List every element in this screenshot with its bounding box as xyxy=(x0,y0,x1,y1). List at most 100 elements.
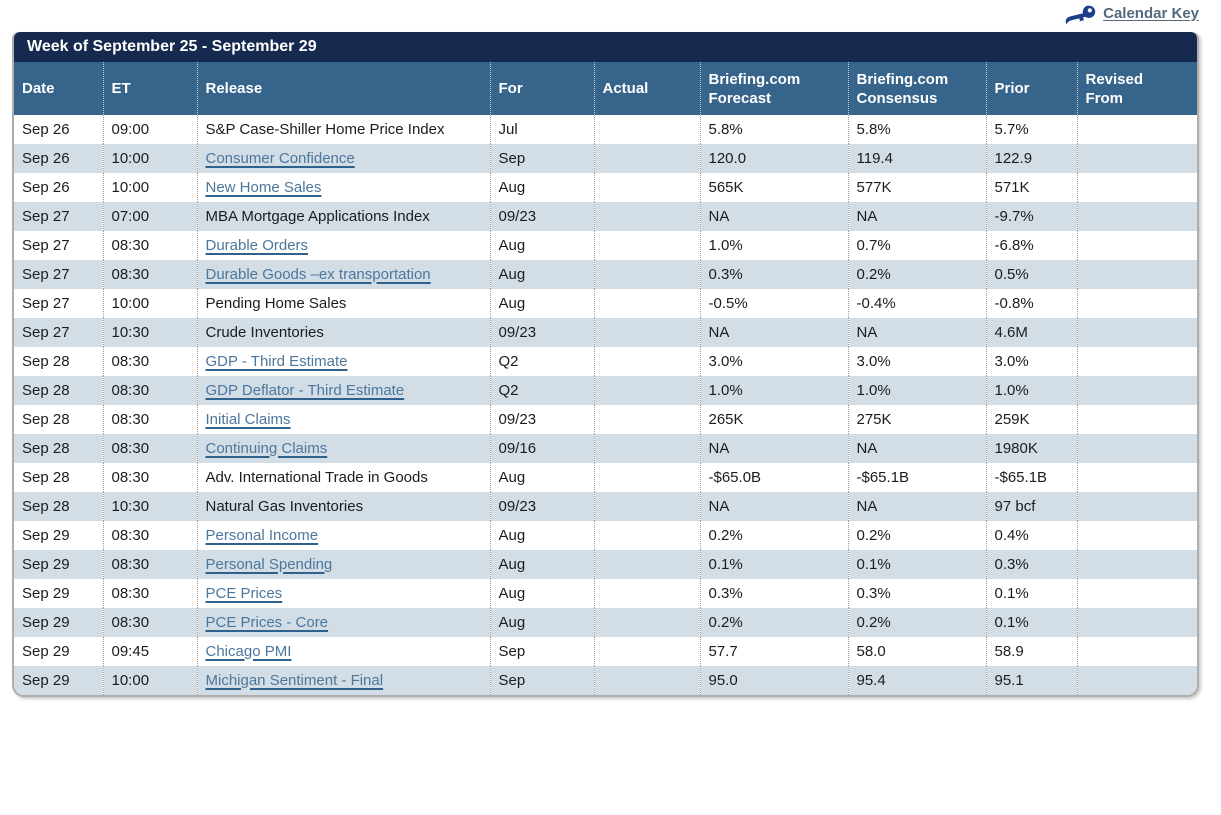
cell-consensus: 275K xyxy=(847,405,986,434)
cell-revised xyxy=(1076,463,1197,492)
release-link[interactable]: GDP - Third Estimate xyxy=(205,352,348,370)
release-link[interactable]: Personal Spending xyxy=(205,555,333,573)
release-link[interactable]: GDP Deflator - Third Estimate xyxy=(205,381,405,399)
release-link[interactable]: Durable Orders xyxy=(205,236,309,254)
cell-revised xyxy=(1076,405,1197,434)
cell-for: 09/23 xyxy=(489,492,594,521)
table-row: Sep 27 10:30 Crude Inventories 09/23 NA NA 4.6… xyxy=(14,318,1197,347)
cell-forecast: 5.8% xyxy=(699,115,848,144)
cell-revised xyxy=(1076,260,1197,289)
cell-forecast: 265K xyxy=(699,405,848,434)
cell-prior: 259K xyxy=(985,405,1077,434)
cell-prior: 0.1% xyxy=(985,579,1077,608)
cell-consensus: 5.8% xyxy=(847,115,986,144)
cell-release: Chicago PMI xyxy=(196,637,490,666)
cell-forecast: 0.2% xyxy=(699,521,848,550)
table-row: Sep 29 10:00 Michigan Sentiment - Final Sep… xyxy=(14,666,1197,695)
cell-actual xyxy=(593,289,700,318)
cell-prior: 1980K xyxy=(985,434,1077,463)
cell-prior: -$65.1B xyxy=(985,463,1077,492)
cell-date: Sep 26 xyxy=(14,144,103,173)
cell-revised xyxy=(1076,637,1197,666)
cell-forecast: 95.0 xyxy=(699,666,848,695)
release-link[interactable]: Michigan Sentiment - Final xyxy=(205,671,384,689)
release-link[interactable]: Personal Income xyxy=(205,526,319,544)
cell-for: Q2 xyxy=(489,347,594,376)
cell-et: 09:00 xyxy=(102,115,197,144)
cell-actual xyxy=(593,347,700,376)
release-link[interactable]: Durable Goods –ex transportation xyxy=(205,265,431,283)
cell-et: 07:00 xyxy=(102,202,197,231)
cell-et: 10:00 xyxy=(102,666,197,695)
cell-release: MBA Mortgage Applications Index xyxy=(196,202,490,231)
cell-for: 09/23 xyxy=(489,318,594,347)
cell-revised xyxy=(1076,579,1197,608)
cell-actual xyxy=(593,550,700,579)
cell-for: Aug xyxy=(489,608,594,637)
cell-et: 09:45 xyxy=(102,637,197,666)
table-row: Sep 26 09:00 S&P Case-Shiller Home Price I… xyxy=(14,115,1197,144)
cell-prior: 122.9 xyxy=(985,144,1077,173)
cell-consensus: 0.3% xyxy=(847,579,986,608)
table-row: Sep 26 10:00 New Home Sales Aug 565K 577K 571K xyxy=(14,173,1197,202)
cell-consensus: 0.2% xyxy=(847,608,986,637)
cell-release: Continuing Claims xyxy=(196,434,490,463)
cell-date: Sep 28 xyxy=(14,347,103,376)
release-link[interactable]: Consumer Confidence xyxy=(205,149,355,167)
cell-for: Sep xyxy=(489,144,594,173)
cell-forecast: -$65.0B xyxy=(699,463,848,492)
cell-et: 08:30 xyxy=(102,608,197,637)
cell-forecast: 565K xyxy=(699,173,848,202)
cell-date: Sep 28 xyxy=(14,434,103,463)
table-row: Sep 28 08:30 Initial Claims 09/23 265K 275K 25… xyxy=(14,405,1197,434)
cell-revised xyxy=(1076,492,1197,521)
cell-release: Personal Spending xyxy=(196,550,490,579)
cell-et: 08:30 xyxy=(102,260,197,289)
cell-et: 10:00 xyxy=(102,173,197,202)
cell-release: Initial Claims xyxy=(196,405,490,434)
cell-forecast: 3.0% xyxy=(699,347,848,376)
release-link[interactable]: Chicago PMI xyxy=(205,642,292,660)
table-row: Sep 28 10:30 Natural Gas Inventories 09/23 N… xyxy=(14,492,1197,521)
cell-consensus: 58.0 xyxy=(847,637,986,666)
cell-for: Aug xyxy=(489,521,594,550)
cell-for: Aug xyxy=(489,260,594,289)
cell-forecast: NA xyxy=(699,492,848,521)
cell-forecast: 120.0 xyxy=(699,144,848,173)
column-header-revised-from: Revised From xyxy=(1076,62,1197,115)
cell-for: Aug xyxy=(489,289,594,318)
cell-forecast: 0.3% xyxy=(699,260,848,289)
calendar-key-link[interactable]: Calendar Key xyxy=(1062,2,1199,25)
cell-release: Durable Goods –ex transportation xyxy=(196,260,490,289)
release-link[interactable]: New Home Sales xyxy=(205,178,322,196)
release-link[interactable]: PCE Prices xyxy=(205,584,283,602)
cell-for: Sep xyxy=(489,666,594,695)
table-row: Sep 29 09:45 Chicago PMI Sep 57.7 58.0 58.9 xyxy=(14,637,1197,666)
cell-consensus: NA xyxy=(847,434,986,463)
cell-date: Sep 27 xyxy=(14,289,103,318)
cell-prior: -0.8% xyxy=(985,289,1077,318)
cell-consensus: 3.0% xyxy=(847,347,986,376)
cell-for: Jul xyxy=(489,115,594,144)
release-link[interactable]: Continuing Claims xyxy=(205,439,328,457)
column-header-briefing-forecast: Briefing.com Forecast xyxy=(699,62,848,115)
cell-revised xyxy=(1076,550,1197,579)
cell-forecast: 0.1% xyxy=(699,550,848,579)
table-row: Sep 27 08:30 Durable Orders Aug 1.0% 0.7% -6.8… xyxy=(14,231,1197,260)
cell-for: Aug xyxy=(489,231,594,260)
cell-revised xyxy=(1076,231,1197,260)
cell-prior: 95.1 xyxy=(985,666,1077,695)
cell-prior: 571K xyxy=(985,173,1077,202)
cell-revised xyxy=(1076,434,1197,463)
release-link[interactable]: PCE Prices - Core xyxy=(205,613,329,631)
table-row: Sep 26 10:00 Consumer Confidence Sep 120.0 11… xyxy=(14,144,1197,173)
cell-for: Q2 xyxy=(489,376,594,405)
cell-revised xyxy=(1076,521,1197,550)
cell-revised xyxy=(1076,202,1197,231)
calendar-key-label[interactable]: Calendar Key xyxy=(1103,4,1199,22)
cell-for: 09/23 xyxy=(489,202,594,231)
table-row: Sep 29 08:30 PCE Prices - Core Aug 0.2% 0.2% 0… xyxy=(14,608,1197,637)
cell-consensus: NA xyxy=(847,318,986,347)
release-link[interactable]: Initial Claims xyxy=(205,410,291,428)
table-row: Sep 27 07:00 MBA Mortgage Applications Ind… xyxy=(14,202,1197,231)
